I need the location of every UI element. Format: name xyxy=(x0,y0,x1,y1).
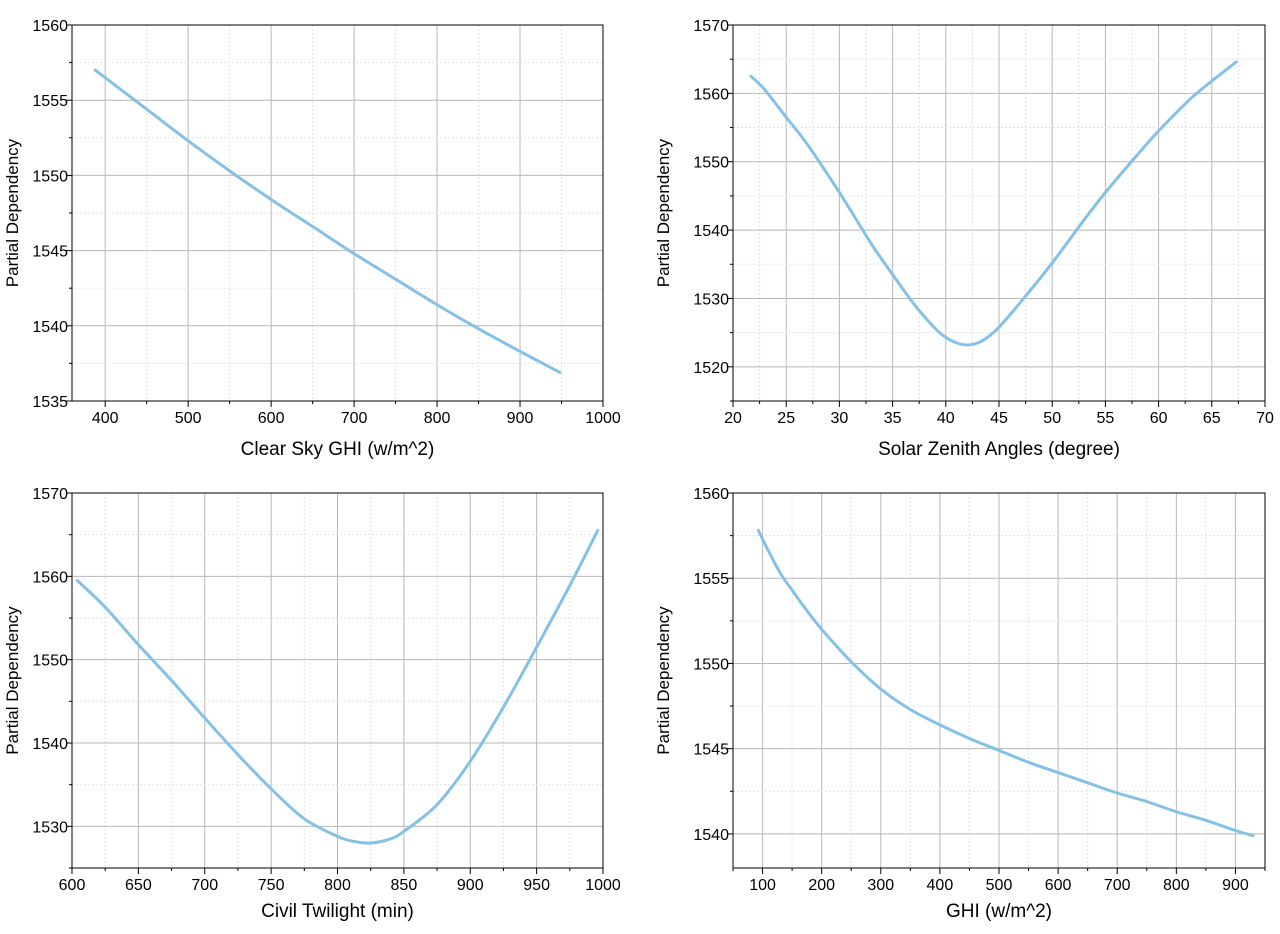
y-tick-label: 1550 xyxy=(32,653,68,670)
y-tick-label: 1560 xyxy=(32,18,68,35)
x-tick-label: 100 xyxy=(749,877,776,894)
y-tick-label: 1530 xyxy=(693,291,729,308)
series-line-1 xyxy=(749,60,1238,347)
x-tick-label: 700 xyxy=(1104,877,1131,894)
x-tick-label: 700 xyxy=(341,410,368,427)
x-tick-label: 900 xyxy=(1222,877,1249,894)
y-tick-label: 1540 xyxy=(32,319,68,336)
x-tick-label: 850 xyxy=(391,877,418,894)
y-axis-label: Partial Dependency xyxy=(3,138,22,287)
x-tick-label: 20 xyxy=(724,410,742,427)
y-axis-label: Partial Dependency xyxy=(654,606,673,755)
x-tick-label: 650 xyxy=(125,877,152,894)
x-tick-label: 800 xyxy=(324,877,351,894)
x-tick-label: 45 xyxy=(990,410,1008,427)
x-tick-label: 55 xyxy=(1097,410,1115,427)
x-tick-label: 35 xyxy=(884,410,902,427)
y-tick-label: 1555 xyxy=(693,571,729,588)
y-tick-label: 1550 xyxy=(693,155,729,172)
y-tick-label: 1550 xyxy=(32,168,68,185)
x-tick-label: 500 xyxy=(175,410,202,427)
x-tick-label: 70 xyxy=(1256,410,1274,427)
x-axis-label: GHI (w/m^2) xyxy=(946,901,1052,922)
x-axis-label: Solar Zenith Angles (degree) xyxy=(878,439,1120,460)
grid xyxy=(732,492,1266,868)
y-tick-label: 1550 xyxy=(693,656,729,673)
x-tick-label: 40 xyxy=(937,410,955,427)
series-line-1 xyxy=(756,529,1255,838)
series-line-1 xyxy=(75,529,600,845)
y-tick-label: 1520 xyxy=(693,360,729,377)
x-tick-label: 700 xyxy=(191,877,218,894)
x-tick-label: 65 xyxy=(1203,410,1221,427)
x-tick-label: 500 xyxy=(986,877,1013,894)
x-tick-label: 50 xyxy=(1043,410,1061,427)
x-tick-label: 30 xyxy=(831,410,849,427)
tick-marks xyxy=(66,492,604,874)
y-tick-label: 1545 xyxy=(693,742,729,759)
tick-marks xyxy=(66,24,604,407)
tick-marks xyxy=(727,24,1266,407)
series-line-1 xyxy=(93,68,562,374)
x-tick-label: 300 xyxy=(867,877,894,894)
y-tick-label: 1540 xyxy=(32,736,68,753)
x-tick-label: 1000 xyxy=(585,410,621,427)
chart-panel-2: 20 25 30 35 40 45 50 55 60 65 70 1520 1530 1540 1550 15… xyxy=(654,18,1274,460)
y-tick-label: 1560 xyxy=(693,486,729,503)
x-axis-label: Civil Twilight (min) xyxy=(261,901,414,922)
grid xyxy=(732,24,1266,402)
grid xyxy=(71,492,604,869)
y-tick-label: 1555 xyxy=(32,93,68,110)
x-tick-label: 900 xyxy=(457,877,484,894)
x-tick-label: 25 xyxy=(777,410,795,427)
x-tick-label: 60 xyxy=(1150,410,1168,427)
x-tick-label: 800 xyxy=(424,410,451,427)
x-tick-label: 600 xyxy=(59,877,86,894)
y-axis-label: Partial Dependency xyxy=(3,606,22,755)
x-tick-label: 200 xyxy=(808,877,835,894)
x-tick-label: 1000 xyxy=(585,877,621,894)
y-axis-label: Partial Dependency xyxy=(654,138,673,287)
x-tick-label: 600 xyxy=(258,410,285,427)
chart-panel-4: 100 200 300 400 500 600 700 800 900 1540 1545 1550 1… xyxy=(654,486,1266,922)
y-tick-label: 1560 xyxy=(32,569,68,586)
y-tick-label: 1540 xyxy=(693,223,729,240)
y-tick-label: 1570 xyxy=(693,18,729,35)
x-tick-label: 900 xyxy=(507,410,534,427)
x-tick-label: 950 xyxy=(523,877,550,894)
tick-marks xyxy=(727,492,1266,874)
chart-panel-1: 400 500 600 700 800 900 1000 1535 1540 1545 1550 15… xyxy=(3,18,621,460)
y-tick-label: 1545 xyxy=(32,244,68,261)
y-tick-label: 1570 xyxy=(32,486,68,503)
grid xyxy=(72,24,604,402)
y-tick-label: 1530 xyxy=(32,819,68,836)
y-tick-label: 1535 xyxy=(32,394,68,411)
y-tick-label: 1560 xyxy=(693,86,729,103)
x-tick-label: 600 xyxy=(1045,877,1072,894)
x-tick-label: 800 xyxy=(1163,877,1190,894)
x-axis-label: Clear Sky GHI (w/m^2) xyxy=(241,439,435,460)
chart-panel-3: 600 650 700 750 800 850 900 950 1000 1530 1540 1550… xyxy=(3,486,621,922)
x-tick-label: 400 xyxy=(927,877,954,894)
x-tick-label: 400 xyxy=(92,410,119,427)
x-tick-label: 750 xyxy=(258,877,285,894)
y-tick-label: 1540 xyxy=(693,827,729,844)
